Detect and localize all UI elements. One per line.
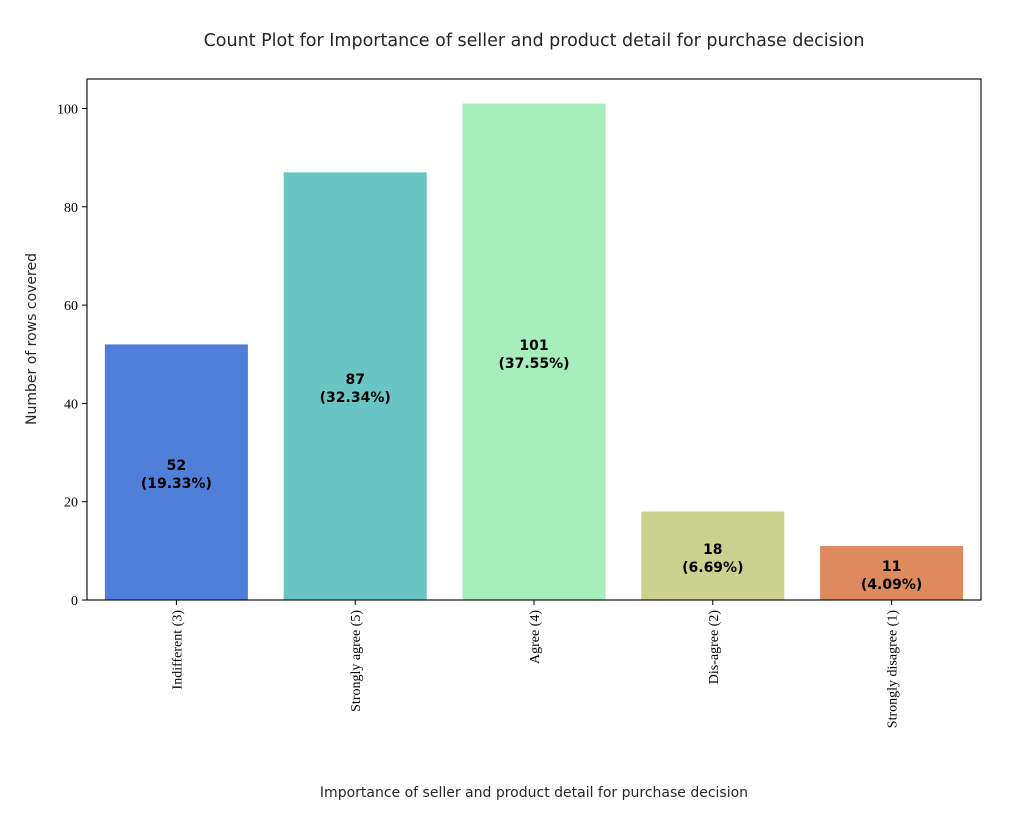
bar-labels-group: 52 (19.33%) 87 (32.34%) 101 (37.55%) 18 (6.69%)… [141, 338, 922, 593]
y-tick-label-1: 20 [64, 496, 78, 511]
bar-3 [462, 103, 606, 600]
x-axis-label: Importance of seller and product detail … [320, 785, 748, 801]
bar-2 [283, 172, 427, 601]
bar-2-label-line-2: (32.34%) [320, 390, 391, 406]
bar-1 [104, 344, 248, 600]
y-tick-label-4: 80 [64, 201, 78, 216]
bar-4-label-line-2: (6.69%) [682, 560, 743, 576]
bar-4-label-line-1: 18 [703, 542, 722, 558]
x-tick-label-3: Agree (4) [528, 610, 543, 664]
y-axis: 0 20 40 60 80 100 [57, 102, 87, 609]
bars-group [104, 103, 964, 601]
bar-3-label-line-2: (37.55%) [498, 356, 569, 372]
y-tick-label-0: 0 [71, 594, 78, 609]
plot-frame [86, 78, 982, 601]
bar-4 [641, 511, 785, 600]
x-axis: Indifferent (3) Strongly agree (5) Agree (… [170, 600, 901, 729]
x-tick-label-4: Dis-agree (2) [707, 610, 722, 685]
bar-1-label-line-1: 52 [167, 458, 186, 474]
x-tick-label-5: Strongly disagree (1) [886, 610, 901, 729]
bar-5-label-line-1: 11 [882, 559, 901, 575]
x-tick-label-1: Indifferent (3) [170, 610, 185, 690]
x-tick-label-2: Strongly agree (5) [349, 610, 364, 712]
bar-2-label-line-1: 87 [345, 372, 364, 388]
y-axis-label: Number of rows covered [24, 253, 40, 425]
bar-3-label-line-1: 101 [519, 338, 548, 354]
bar-5 [820, 545, 964, 600]
y-tick-label-5: 100 [57, 102, 78, 117]
y-tick-label-3: 60 [64, 299, 78, 314]
bar-1-label-line-2: (19.33%) [141, 476, 212, 492]
chart-title: Count Plot for Importance of seller and … [204, 31, 865, 51]
y-tick-label-2: 40 [64, 397, 78, 412]
bar-5-label-line-2: (4.09%) [861, 577, 922, 593]
